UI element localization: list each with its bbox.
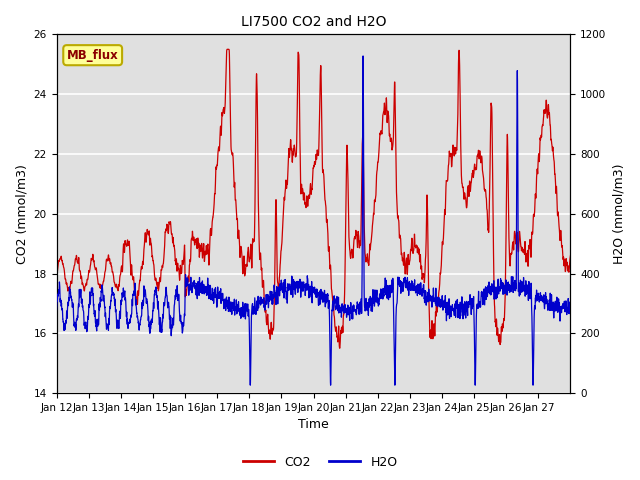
- X-axis label: Time: Time: [298, 419, 329, 432]
- Legend: CO2, H2O: CO2, H2O: [237, 451, 403, 474]
- Y-axis label: H2O (mmol/m3): H2O (mmol/m3): [612, 164, 625, 264]
- Title: LI7500 CO2 and H2O: LI7500 CO2 and H2O: [241, 15, 387, 29]
- Text: MB_flux: MB_flux: [67, 48, 118, 62]
- Y-axis label: CO2 (mmol/m3): CO2 (mmol/m3): [15, 164, 28, 264]
